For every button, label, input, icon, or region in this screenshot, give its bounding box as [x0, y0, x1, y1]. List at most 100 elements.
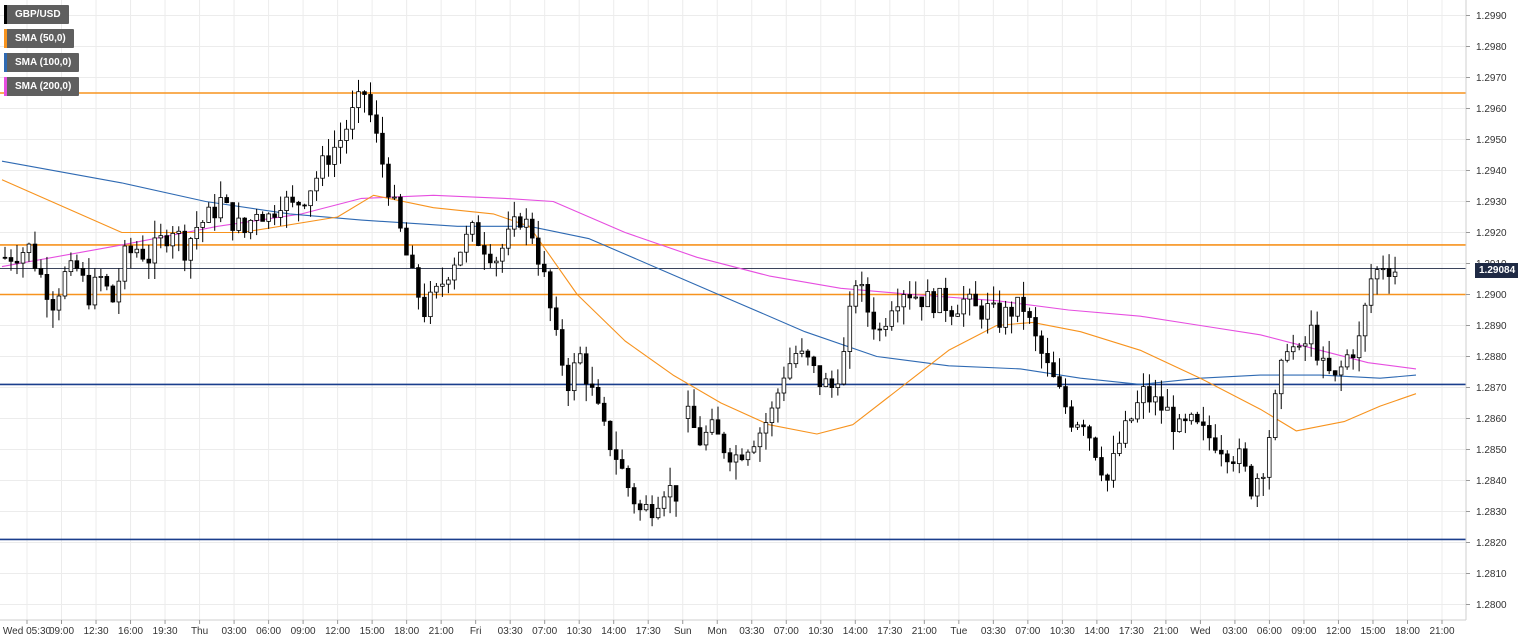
- candle-body: [188, 238, 194, 261]
- candle-body: [829, 378, 835, 388]
- x-tick-label: 19:30: [153, 626, 178, 637]
- candle-body: [721, 433, 727, 454]
- candle-body: [1225, 453, 1230, 463]
- candle-body: [535, 237, 541, 265]
- candle-body: [745, 451, 751, 461]
- candle-body: [817, 365, 823, 388]
- candle-body: [62, 271, 68, 297]
- candle-body: [272, 213, 277, 218]
- candle-body: [218, 197, 223, 219]
- x-tick-label: 15:00: [1360, 626, 1385, 637]
- candle-body: [1015, 296, 1020, 317]
- candle-body: [1087, 426, 1092, 439]
- candle-body: [92, 276, 98, 306]
- candle-body: [1045, 353, 1050, 364]
- candle-body: [194, 226, 199, 240]
- y-tick-label: 1.2990: [1476, 11, 1507, 22]
- candle-body: [739, 454, 745, 461]
- candle-body: [86, 274, 92, 306]
- legend-label: SMA (50,0): [15, 33, 66, 44]
- candle-body: [290, 196, 295, 203]
- candle-body: [613, 449, 619, 460]
- candle-body: [1207, 425, 1212, 439]
- candle-body: [50, 299, 56, 311]
- x-tick-label: 12:00: [325, 626, 350, 637]
- candle-body: [1213, 437, 1218, 451]
- candle-body: [901, 294, 907, 308]
- legend-sma100[interactable]: SMA (100,0): [4, 53, 80, 72]
- x-tick-label: 06:00: [1257, 626, 1282, 637]
- candle-body: [1033, 317, 1038, 337]
- y-tick-label: 1.2820: [1476, 538, 1507, 549]
- y-tick-label: 1.2940: [1476, 166, 1507, 177]
- candle-body: [248, 219, 253, 234]
- candle-body: [338, 140, 343, 148]
- y-tick-label: 1.2900: [1476, 290, 1507, 301]
- candle-body: [446, 279, 451, 285]
- legend-label: SMA (200,0): [15, 81, 72, 92]
- x-tick-label: 17:30: [877, 626, 902, 637]
- candle-body: [937, 287, 942, 314]
- candle-body: [422, 296, 427, 318]
- chart-axes: 1.2990 1.2980 1.2970 1.2960 1.2950 1.2940 1.29…: [0, 0, 1507, 637]
- last-price-badge: 1.29084: [1475, 263, 1519, 278]
- candle-body: [1320, 357, 1326, 361]
- x-tick-label: 14:00: [601, 626, 626, 637]
- candle-body: [374, 114, 379, 134]
- legend-sma50[interactable]: SMA (50,0): [4, 29, 74, 48]
- candle-body: [74, 260, 80, 269]
- candle-body: [416, 267, 421, 298]
- candle-body: [889, 310, 895, 327]
- x-tick-label: 07:00: [532, 626, 557, 637]
- candle-body: [631, 487, 637, 505]
- legend-gbpusd[interactable]: GBP/USD: [4, 5, 69, 24]
- candle-body: [506, 228, 511, 249]
- sma200-line: [1, 194, 1417, 370]
- x-tick-label: 06:00: [256, 626, 281, 637]
- candle-body: [1063, 386, 1068, 408]
- candle-body: [997, 302, 1002, 328]
- x-tick-label: 10:30: [808, 626, 833, 637]
- candle-body: [224, 197, 229, 204]
- candle-body: [1254, 477, 1260, 497]
- candle-body: [296, 201, 301, 206]
- x-tick-label: 14:00: [1084, 626, 1109, 637]
- candle-body: [206, 206, 211, 223]
- candle-body: [553, 307, 559, 330]
- candlesticks: [2, 79, 1398, 527]
- candle-body: [751, 446, 757, 453]
- candle-body: [931, 291, 936, 314]
- candle-body: [326, 155, 331, 165]
- x-tick-label: 03:00: [1222, 626, 1247, 637]
- x-tick-label: 16:00: [118, 626, 143, 637]
- candle-body: [835, 383, 841, 388]
- y-tick-label: 1.2920: [1476, 228, 1507, 239]
- candle-body: [26, 243, 32, 253]
- candle-body: [20, 252, 26, 264]
- candle-body: [284, 196, 289, 211]
- candle-body: [559, 329, 565, 366]
- candle-body: [877, 328, 883, 331]
- legend-sma200[interactable]: SMA (200,0): [4, 77, 80, 96]
- candle-body: [98, 276, 104, 278]
- candle-body: [673, 485, 679, 502]
- y-tick-label: 1.2800: [1476, 600, 1507, 611]
- candle-body: [308, 190, 313, 207]
- candle-body: [434, 285, 439, 293]
- candle-body: [1183, 418, 1188, 422]
- candle-body: [1165, 406, 1170, 411]
- candle-body: [482, 245, 487, 255]
- candle-body: [1290, 346, 1296, 353]
- candle-body: [494, 260, 499, 264]
- candle-body: [1195, 413, 1200, 423]
- candle-body: [1159, 396, 1164, 411]
- candle-body: [170, 232, 176, 247]
- candle-body: [164, 235, 170, 247]
- candle-body: [871, 311, 877, 330]
- candle-body: [649, 504, 655, 519]
- candle-body: [68, 260, 74, 273]
- candle-body: [458, 251, 463, 266]
- candle-body: [488, 253, 493, 264]
- candle-body: [230, 202, 235, 231]
